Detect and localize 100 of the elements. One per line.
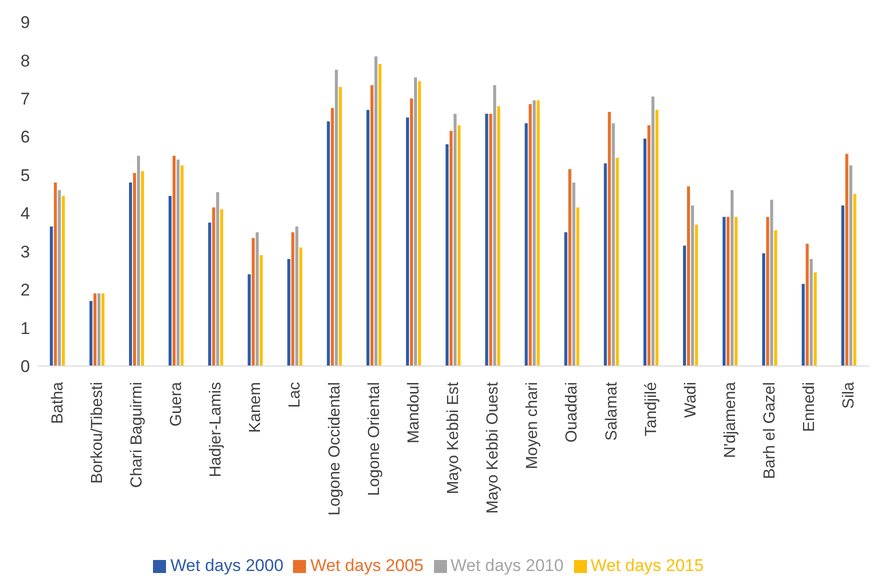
bar <box>458 125 461 366</box>
bar <box>414 77 418 366</box>
bar <box>806 244 809 366</box>
y-tick-label: 0 <box>20 357 30 376</box>
x-tick-label: Mandoul <box>405 382 422 444</box>
x-tick-label: Borkou/Tibesti <box>88 382 106 484</box>
bar <box>54 182 57 366</box>
bar <box>330 108 334 366</box>
x-tick-label: Salamat <box>603 381 620 441</box>
bar <box>493 85 496 366</box>
bar <box>489 114 492 366</box>
x-tick-label: Moyen chari <box>524 382 542 470</box>
bar <box>101 293 104 366</box>
bar <box>97 293 100 366</box>
y-tick-label: 2 <box>20 280 30 300</box>
y-tick-label: 3 <box>20 242 30 262</box>
bar <box>497 106 500 366</box>
bar <box>604 163 607 366</box>
bar <box>770 200 774 366</box>
bar <box>208 222 212 366</box>
bar <box>454 114 457 366</box>
bar <box>774 230 778 366</box>
x-tick-label: Tandjilé <box>642 382 660 436</box>
bar <box>568 169 572 366</box>
bar <box>691 205 694 366</box>
bar <box>814 272 817 366</box>
bar <box>212 207 216 366</box>
bar <box>295 226 298 366</box>
bar <box>576 207 580 366</box>
bar <box>849 165 852 366</box>
bar <box>291 232 294 366</box>
bar <box>524 123 528 366</box>
bar <box>141 171 144 366</box>
bar <box>734 216 738 366</box>
bar <box>334 70 338 366</box>
bar <box>378 64 382 366</box>
bar <box>370 85 374 366</box>
bar <box>564 232 568 366</box>
bar <box>446 144 449 366</box>
bar <box>338 86 342 366</box>
x-tick-label: Logone Occidental <box>326 382 344 516</box>
bar <box>485 114 488 366</box>
y-tick-label: 1 <box>20 318 30 338</box>
bar <box>730 190 734 366</box>
x-tick-label: Logone Oriental <box>366 382 383 496</box>
bar <box>366 110 370 366</box>
bar <box>180 165 184 366</box>
legend-label: Wet days 2000 <box>170 556 284 575</box>
y-tick-label: 5 <box>20 166 30 185</box>
bar <box>616 158 619 366</box>
bar <box>853 194 856 366</box>
bar <box>810 258 813 366</box>
bar <box>299 248 302 366</box>
bar <box>410 98 414 366</box>
bar <box>612 123 615 366</box>
y-tick-label: 7 <box>20 89 30 108</box>
bar <box>133 172 136 366</box>
legend-label: Wet days 2015 <box>590 556 704 575</box>
bar <box>766 216 770 366</box>
x-tick-label: Hadjer-Lamis <box>208 382 225 478</box>
bar <box>655 110 658 366</box>
x-tick-label: Wadi <box>682 382 700 418</box>
y-tick-label: 4 <box>20 204 30 224</box>
bar <box>726 216 730 366</box>
bar <box>168 196 172 366</box>
bar <box>176 160 180 366</box>
bar <box>651 96 654 366</box>
x-tick-label: Sila <box>840 382 858 409</box>
bar <box>687 186 690 366</box>
x-tick-label: Ennedi <box>801 382 818 432</box>
bar <box>287 258 290 366</box>
bar <box>248 274 251 366</box>
bar <box>220 209 224 366</box>
bar <box>845 154 848 366</box>
bar <box>647 125 650 366</box>
bar <box>374 56 378 366</box>
bar <box>260 255 263 366</box>
legend-label: Wet days 2005 <box>310 556 424 575</box>
bar <box>89 301 92 366</box>
bar <box>802 284 805 366</box>
bar <box>762 253 766 366</box>
bar <box>62 196 65 366</box>
bar <box>608 112 611 366</box>
bar <box>58 190 61 366</box>
x-tick-label: Batha <box>49 382 66 424</box>
x-tick-label: Ouaddai <box>564 382 581 442</box>
bar <box>406 118 410 366</box>
bar <box>256 232 259 366</box>
bar <box>93 293 96 366</box>
bar <box>326 121 330 366</box>
x-tick-label: Kanem <box>247 382 264 433</box>
bar <box>683 246 686 366</box>
bar <box>252 238 255 366</box>
bar <box>536 100 540 366</box>
y-tick-label: 8 <box>20 51 30 70</box>
bar <box>841 205 844 366</box>
x-tick-label: Chari Baguirmi <box>128 382 146 488</box>
x-tick-label: N'djamena <box>722 382 739 458</box>
bar <box>418 81 422 366</box>
bar <box>695 224 698 366</box>
